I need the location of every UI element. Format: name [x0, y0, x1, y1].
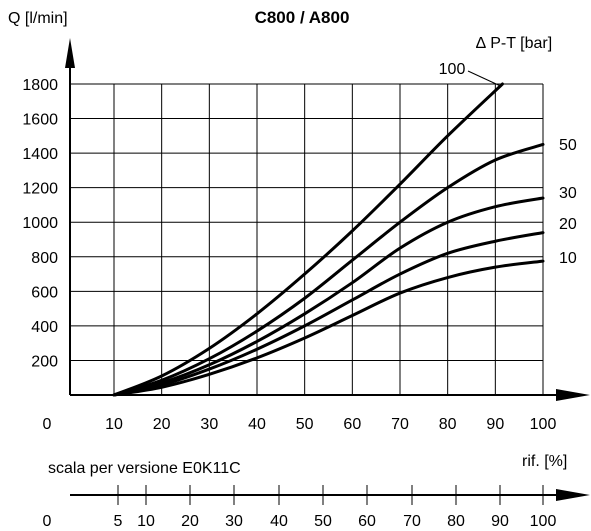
y-tick-1000: 1000 — [22, 215, 58, 232]
y-tick-1200: 1200 — [22, 181, 58, 198]
secondary-tick-80: 80 — [447, 513, 465, 530]
secondary-tick-5: 5 — [114, 513, 123, 530]
series-leader-100 — [467, 70, 501, 87]
secondary-axis-label: scala per versione E0K11C — [48, 460, 241, 477]
secondary-tick-100: 100 — [530, 513, 557, 530]
secondary-tick-20: 20 — [181, 513, 199, 530]
y-tick-800: 800 — [31, 250, 58, 267]
y-tick-600: 600 — [31, 284, 58, 301]
grid — [70, 83, 544, 395]
series-line-30 — [112, 196, 545, 397]
y-axis-label: Q [l/min] — [8, 10, 68, 27]
y-tick-1400: 1400 — [22, 146, 58, 163]
x-tick-30: 30 — [200, 416, 218, 433]
series-line-20 — [112, 231, 545, 397]
series-label-50: 50 — [559, 137, 577, 154]
x-tick-10: 10 — [105, 416, 123, 433]
x-axis-label: rif. [%] — [522, 453, 567, 470]
series-line-10 — [112, 259, 545, 397]
x-tick-70: 70 — [391, 416, 409, 433]
legend-title: ∆ P-T [bar] — [476, 35, 552, 52]
origin-label: 0 — [43, 416, 52, 433]
secondary-tick-60: 60 — [358, 513, 376, 530]
x-axis-arrow — [556, 389, 590, 401]
series-line-100 — [112, 82, 504, 397]
secondary-tick-90: 90 — [491, 513, 509, 530]
series-label-100: 100 — [439, 61, 466, 78]
series-label-10: 10 — [559, 250, 577, 267]
x-tick-80: 80 — [439, 416, 457, 433]
secondary-axis-arrow — [556, 489, 590, 501]
secondary-tick-70: 70 — [403, 513, 421, 530]
axes — [65, 38, 590, 401]
series-lines — [112, 82, 545, 397]
y-tick-1600: 1600 — [22, 112, 58, 129]
y-tick-1800: 1800 — [22, 77, 58, 94]
x-tick-50: 50 — [296, 416, 314, 433]
x-tick-60: 60 — [343, 416, 361, 433]
x-tick-100: 100 — [530, 416, 557, 433]
series-line-50 — [112, 142, 545, 397]
y-axis-arrow — [65, 38, 75, 68]
secondary-tick-30: 30 — [225, 513, 243, 530]
series-label-30: 30 — [559, 185, 577, 202]
secondary-tick-50: 50 — [314, 513, 332, 530]
secondary-origin-label: 0 — [43, 513, 52, 530]
chart-title: C800 / A800 — [255, 8, 350, 27]
x-tick-90: 90 — [486, 416, 504, 433]
secondary-tick-40: 40 — [270, 513, 288, 530]
series-label-20: 20 — [559, 216, 577, 233]
secondary-tick-10: 10 — [137, 513, 155, 530]
y-tick-400: 400 — [31, 319, 58, 336]
x-tick-40: 40 — [248, 416, 266, 433]
y-tick-200: 200 — [31, 353, 58, 370]
secondary-axis: scala per versione E0K11C 0 5 10 20 30 40 50 60 7… — [43, 460, 590, 530]
x-tick-20: 20 — [153, 416, 171, 433]
